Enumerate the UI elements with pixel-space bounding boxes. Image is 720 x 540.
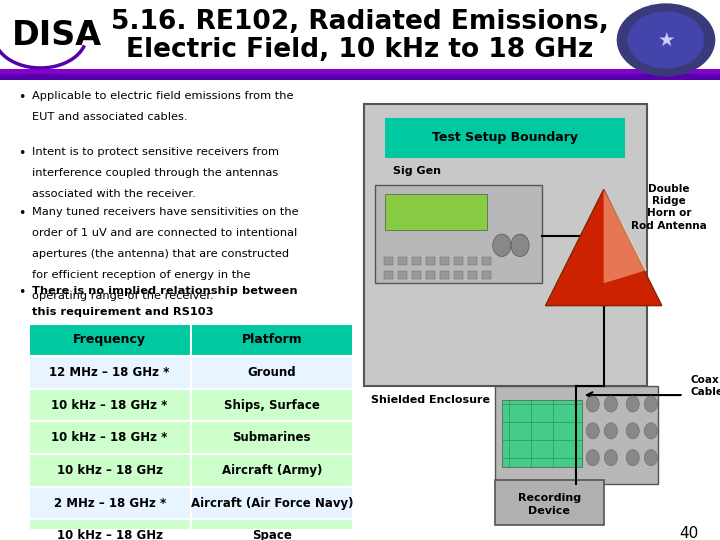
Text: Electric Field, 10 kHz to 18 GHz: Electric Field, 10 kHz to 18 GHz <box>127 37 593 63</box>
Text: 10 kHz – 18 GHz: 10 kHz – 18 GHz <box>57 529 163 540</box>
Text: operating range of the receiver.: operating range of the receiver. <box>32 292 214 301</box>
Bar <box>29 454 191 487</box>
Circle shape <box>626 423 639 439</box>
Bar <box>384 271 393 279</box>
Text: Platform: Platform <box>241 333 302 346</box>
Bar <box>468 271 477 279</box>
Circle shape <box>618 4 714 76</box>
Text: Aircraft (Army): Aircraft (Army) <box>222 464 322 477</box>
Text: ★: ★ <box>657 30 675 50</box>
Bar <box>29 519 191 540</box>
Circle shape <box>586 423 599 439</box>
Bar <box>412 271 420 279</box>
Text: Intent is to protect sensitive receivers from: Intent is to protect sensitive receivers… <box>32 147 279 157</box>
Bar <box>29 323 191 356</box>
Circle shape <box>644 396 657 412</box>
Bar <box>29 487 191 519</box>
Bar <box>454 258 463 265</box>
Bar <box>385 194 487 230</box>
Text: •: • <box>18 286 25 299</box>
Text: EUT and associated cables.: EUT and associated cables. <box>32 112 188 122</box>
Text: Test Setup Boundary: Test Setup Boundary <box>433 131 578 145</box>
Circle shape <box>626 396 639 412</box>
Bar <box>397 258 407 265</box>
Bar <box>495 386 658 484</box>
Text: Ground: Ground <box>248 366 296 379</box>
Text: associated with the receiver.: associated with the receiver. <box>32 189 196 199</box>
Text: Submarines: Submarines <box>233 431 311 444</box>
Text: 2 MHz – 18 GHz *: 2 MHz – 18 GHz * <box>53 497 166 510</box>
Circle shape <box>511 234 529 256</box>
Text: 10 kHz – 18 GHz: 10 kHz – 18 GHz <box>57 464 163 477</box>
Bar <box>374 185 542 284</box>
Text: •: • <box>18 207 25 220</box>
Bar <box>191 323 353 356</box>
Bar <box>495 480 603 525</box>
Text: Many tuned receivers have sensitivities on the: Many tuned receivers have sensitivities … <box>32 207 299 217</box>
Text: order of 1 uV and are connected to intentional: order of 1 uV and are connected to inten… <box>32 228 297 238</box>
Text: Frequency: Frequency <box>73 333 146 346</box>
Circle shape <box>604 423 618 439</box>
Bar <box>191 519 353 540</box>
Bar <box>468 258 477 265</box>
Bar <box>482 271 491 279</box>
Text: DISA: DISA <box>12 19 102 52</box>
Bar <box>482 258 491 265</box>
Text: Space: Space <box>252 529 292 540</box>
Text: Applicable to electric field emissions from the: Applicable to electric field emissions f… <box>32 91 294 101</box>
Bar <box>191 356 353 389</box>
Circle shape <box>492 234 511 256</box>
Bar <box>412 258 420 265</box>
Bar <box>191 421 353 454</box>
Circle shape <box>644 423 657 439</box>
Bar <box>0 69 720 75</box>
Bar <box>0 75 720 80</box>
Circle shape <box>586 396 599 412</box>
Text: Double
Ridge
Horn or
Rod Antenna: Double Ridge Horn or Rod Antenna <box>631 184 707 231</box>
Text: interference coupled through the antennas: interference coupled through the antenna… <box>32 168 279 178</box>
Bar <box>385 118 626 158</box>
Text: apertures (the antenna) that are constructed: apertures (the antenna) that are constru… <box>32 249 289 259</box>
Bar <box>191 454 353 487</box>
Bar <box>397 271 407 279</box>
Circle shape <box>626 450 639 465</box>
Text: There is no implied relationship between: There is no implied relationship between <box>32 286 298 295</box>
Bar <box>454 271 463 279</box>
Bar <box>29 356 191 389</box>
Text: Shielded Enclosure: Shielded Enclosure <box>371 395 490 405</box>
Bar <box>502 400 582 467</box>
Bar <box>364 104 647 386</box>
Bar <box>426 258 435 265</box>
Text: 5.16. RE102, Radiated Emissions,: 5.16. RE102, Radiated Emissions, <box>111 9 609 35</box>
Bar <box>384 258 393 265</box>
Circle shape <box>604 396 618 412</box>
Circle shape <box>586 450 599 465</box>
Text: Ships, Surface: Ships, Surface <box>224 399 320 411</box>
Text: for efficient reception of energy in the: for efficient reception of energy in the <box>32 271 251 280</box>
Polygon shape <box>603 190 647 284</box>
Text: 40: 40 <box>679 526 698 540</box>
Bar <box>191 487 353 519</box>
Circle shape <box>628 12 703 68</box>
Bar <box>29 389 191 421</box>
Text: •: • <box>18 147 25 160</box>
Text: Aircraft (Air Force Navy): Aircraft (Air Force Navy) <box>191 497 353 510</box>
Circle shape <box>644 450 657 465</box>
Text: 10 kHz – 18 GHz *: 10 kHz – 18 GHz * <box>51 431 168 444</box>
Polygon shape <box>546 190 662 306</box>
Bar <box>29 421 191 454</box>
Text: •: • <box>18 91 25 104</box>
Text: Coax
Cable: Coax Cable <box>691 375 720 397</box>
Text: Recording
Device: Recording Device <box>518 494 580 516</box>
Bar <box>440 271 449 279</box>
Bar <box>440 258 449 265</box>
Text: 10 kHz – 18 GHz *: 10 kHz – 18 GHz * <box>51 399 168 411</box>
Text: 12 MHz – 18 GHz *: 12 MHz – 18 GHz * <box>50 366 170 379</box>
Bar <box>191 389 353 421</box>
Text: this requirement and RS103: this requirement and RS103 <box>32 307 214 316</box>
Circle shape <box>604 450 618 465</box>
Bar <box>426 271 435 279</box>
Text: Sig Gen: Sig Gen <box>393 166 441 176</box>
